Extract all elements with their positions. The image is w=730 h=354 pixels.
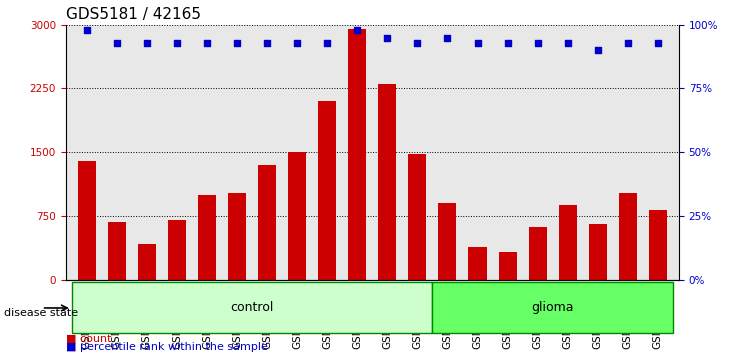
Point <box>652 40 664 45</box>
Bar <box>348 29 366 280</box>
FancyBboxPatch shape <box>72 282 432 333</box>
Text: GDS5181 / 42165: GDS5181 / 42165 <box>66 7 201 22</box>
Text: glioma: glioma <box>531 302 574 314</box>
Point <box>141 40 153 45</box>
Bar <box>318 101 337 280</box>
Point <box>592 47 604 53</box>
Bar <box>469 247 486 280</box>
Text: disease state: disease state <box>4 308 78 318</box>
FancyBboxPatch shape <box>432 282 673 333</box>
Point <box>321 40 333 45</box>
Bar <box>439 203 456 280</box>
Point <box>382 35 393 40</box>
Bar <box>588 224 607 280</box>
Bar <box>198 195 216 280</box>
Bar <box>138 244 156 280</box>
Text: ■ percentile rank within the sample: ■ percentile rank within the sample <box>66 342 268 352</box>
Point <box>531 40 543 45</box>
Bar <box>228 193 246 280</box>
Point <box>111 40 123 45</box>
Bar <box>619 193 637 280</box>
Bar <box>288 152 306 280</box>
Point <box>472 40 483 45</box>
Point <box>81 27 93 33</box>
Point <box>622 40 634 45</box>
Bar <box>649 210 667 280</box>
Point <box>562 40 574 45</box>
Bar <box>258 165 276 280</box>
Point <box>171 40 182 45</box>
Text: control: control <box>231 302 274 314</box>
Bar <box>558 205 577 280</box>
Point <box>442 35 453 40</box>
Point <box>351 27 363 33</box>
Point <box>201 40 213 45</box>
Bar <box>168 220 186 280</box>
Point <box>261 40 273 45</box>
Point <box>412 40 423 45</box>
Bar <box>529 227 547 280</box>
Bar <box>408 154 426 280</box>
Point <box>502 40 513 45</box>
Point <box>291 40 303 45</box>
Bar <box>108 222 126 280</box>
Bar <box>499 252 517 280</box>
Text: ■ count: ■ count <box>66 333 111 343</box>
Bar <box>378 84 396 280</box>
Point <box>231 40 243 45</box>
Bar <box>77 161 96 280</box>
